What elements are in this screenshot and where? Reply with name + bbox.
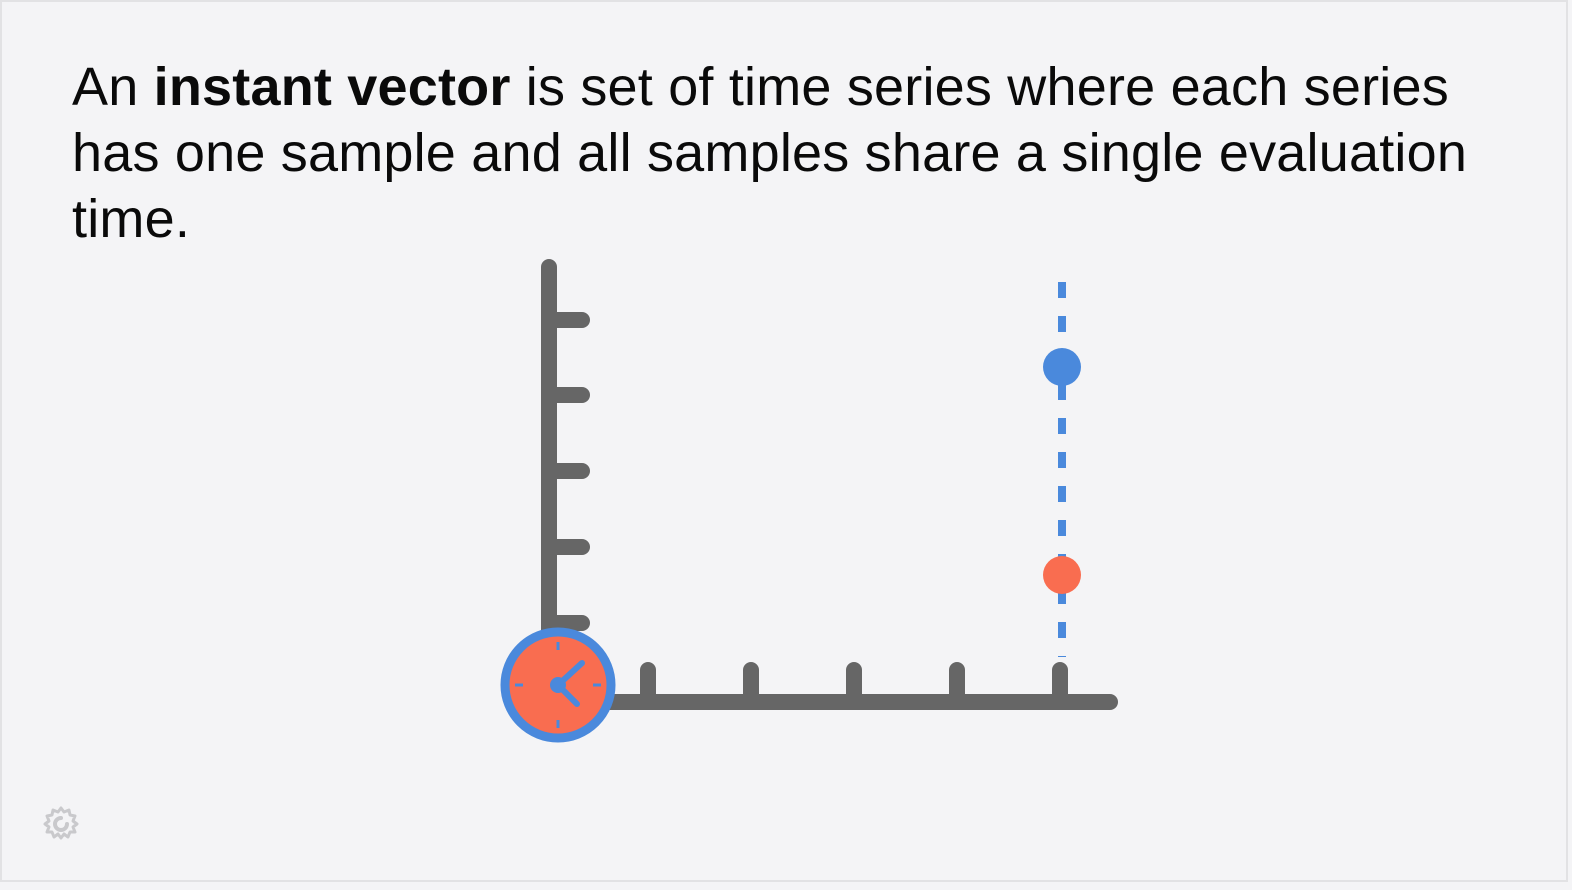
headline-prefix: An — [72, 57, 154, 117]
headline-emphasis: instant vector — [153, 57, 511, 117]
headline: An instant vector is set of time series … — [72, 54, 1502, 252]
headline-suffix: is set of time series where each series … — [72, 57, 1468, 249]
sample-point-blue — [1043, 348, 1081, 386]
grafana-logo-icon — [43, 806, 79, 840]
clock-icon — [500, 627, 616, 743]
sample-point-orange — [1043, 556, 1081, 594]
